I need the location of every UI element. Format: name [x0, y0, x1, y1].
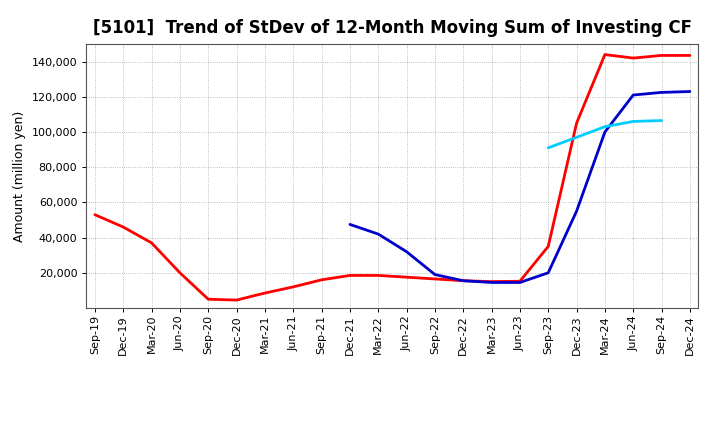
5 Years	[516, 280, 524, 285]
3 Years	[233, 297, 241, 303]
3 Years	[544, 244, 552, 249]
Line: 5 Years: 5 Years	[350, 92, 690, 282]
5 Years	[572, 209, 581, 214]
5 Years	[374, 231, 382, 237]
7 Years	[657, 118, 666, 123]
5 Years	[431, 272, 439, 277]
Y-axis label: Amount (million yen): Amount (million yen)	[13, 110, 26, 242]
3 Years	[572, 121, 581, 126]
3 Years	[629, 55, 637, 61]
5 Years	[600, 129, 609, 135]
5 Years	[544, 270, 552, 275]
3 Years	[487, 279, 496, 284]
3 Years	[318, 277, 326, 282]
5 Years	[657, 90, 666, 95]
3 Years	[148, 240, 156, 246]
3 Years	[91, 212, 99, 217]
Line: 7 Years: 7 Years	[548, 121, 662, 148]
3 Years	[346, 273, 354, 278]
5 Years	[629, 92, 637, 98]
3 Years	[119, 224, 127, 230]
7 Years	[629, 119, 637, 124]
3 Years	[431, 276, 439, 282]
3 Years	[685, 53, 694, 58]
3 Years	[204, 297, 212, 302]
5 Years	[487, 280, 496, 285]
Line: 3 Years: 3 Years	[95, 55, 690, 300]
7 Years	[572, 135, 581, 140]
3 Years	[374, 273, 382, 278]
7 Years	[600, 124, 609, 129]
3 Years	[289, 284, 297, 290]
5 Years	[459, 278, 467, 283]
Title: [5101]  Trend of StDev of 12-Month Moving Sum of Investing CF: [5101] Trend of StDev of 12-Month Moving…	[93, 19, 692, 37]
3 Years	[459, 278, 467, 283]
3 Years	[657, 53, 666, 58]
3 Years	[402, 275, 411, 280]
3 Years	[516, 279, 524, 284]
5 Years	[402, 249, 411, 254]
5 Years	[685, 89, 694, 94]
3 Years	[176, 270, 184, 275]
3 Years	[261, 290, 269, 296]
3 Years	[600, 52, 609, 57]
7 Years	[544, 145, 552, 150]
5 Years	[346, 222, 354, 227]
